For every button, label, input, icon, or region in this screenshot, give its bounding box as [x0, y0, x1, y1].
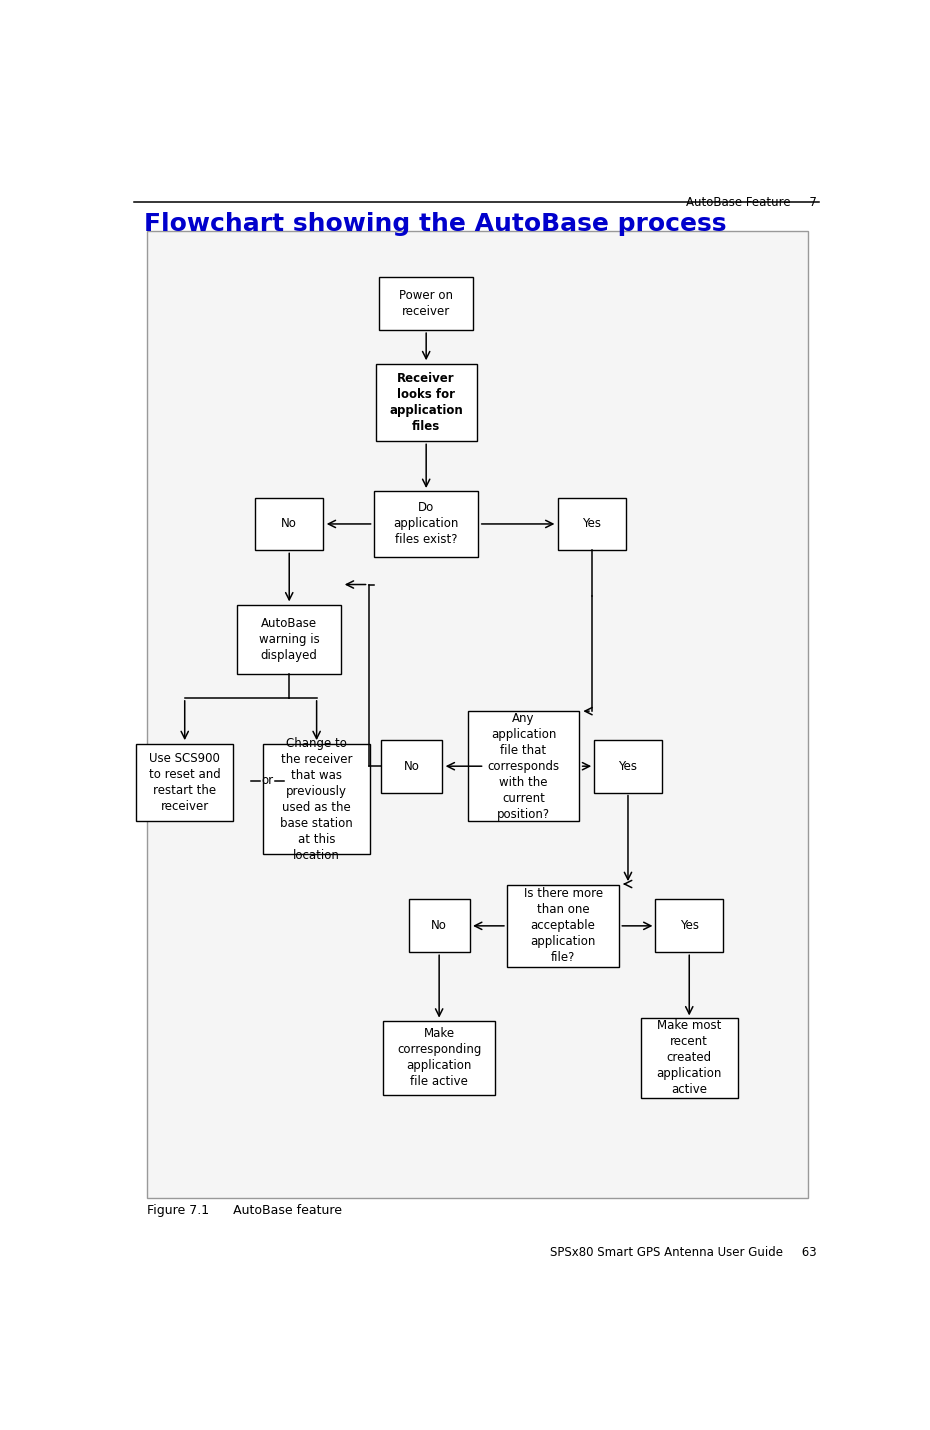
FancyBboxPatch shape	[147, 232, 808, 1198]
FancyBboxPatch shape	[374, 490, 478, 556]
Text: Change to
the receiver
that was
previously
used as the
base station
at this
loca: Change to the receiver that was previous…	[280, 736, 353, 862]
FancyBboxPatch shape	[593, 739, 662, 792]
FancyBboxPatch shape	[237, 605, 341, 674]
Text: or: or	[261, 774, 273, 786]
Text: Yes: Yes	[680, 919, 698, 932]
FancyBboxPatch shape	[558, 498, 626, 551]
Text: Yes: Yes	[618, 759, 637, 772]
Text: Any
application
file that
corresponds
with the
current
position?: Any application file that corresponds wi…	[487, 712, 560, 821]
FancyBboxPatch shape	[136, 744, 233, 821]
FancyBboxPatch shape	[655, 899, 724, 952]
Text: Make
corresponding
application
file active: Make corresponding application file acti…	[397, 1028, 482, 1088]
Text: Make most
recent
created
application
active: Make most recent created application act…	[657, 1020, 722, 1097]
FancyBboxPatch shape	[641, 1018, 737, 1098]
FancyBboxPatch shape	[376, 365, 476, 442]
FancyBboxPatch shape	[408, 899, 470, 952]
Text: No: No	[281, 518, 298, 531]
Text: SPSx80 Smart GPS Antenna User Guide     63: SPSx80 Smart GPS Antenna User Guide 63	[551, 1247, 817, 1260]
Text: AutoBase Feature     7: AutoBase Feature 7	[686, 196, 817, 209]
Text: Receiver
looks for
application
files: Receiver looks for application files	[390, 372, 463, 433]
FancyBboxPatch shape	[381, 739, 443, 792]
Text: Flowchart showing the AutoBase process: Flowchart showing the AutoBase process	[143, 212, 726, 236]
Text: AutoBase
warning is
displayed: AutoBase warning is displayed	[259, 618, 320, 662]
FancyBboxPatch shape	[507, 885, 619, 967]
Text: Do
application
files exist?: Do application files exist?	[393, 502, 458, 546]
Text: Yes: Yes	[582, 518, 602, 531]
Text: Use SCS900
to reset and
restart the
receiver: Use SCS900 to reset and restart the rece…	[149, 752, 220, 814]
Text: No: No	[404, 759, 419, 772]
Text: Is there more
than one
acceptable
application
file?: Is there more than one acceptable applic…	[524, 888, 603, 964]
FancyBboxPatch shape	[468, 711, 579, 821]
Text: Figure 7.1      AutoBase feature: Figure 7.1 AutoBase feature	[147, 1204, 341, 1217]
FancyBboxPatch shape	[383, 1021, 495, 1095]
FancyBboxPatch shape	[263, 744, 370, 854]
Text: Power on
receiver: Power on receiver	[399, 289, 453, 319]
Text: No: No	[432, 919, 447, 932]
FancyBboxPatch shape	[255, 498, 324, 551]
FancyBboxPatch shape	[379, 277, 473, 330]
